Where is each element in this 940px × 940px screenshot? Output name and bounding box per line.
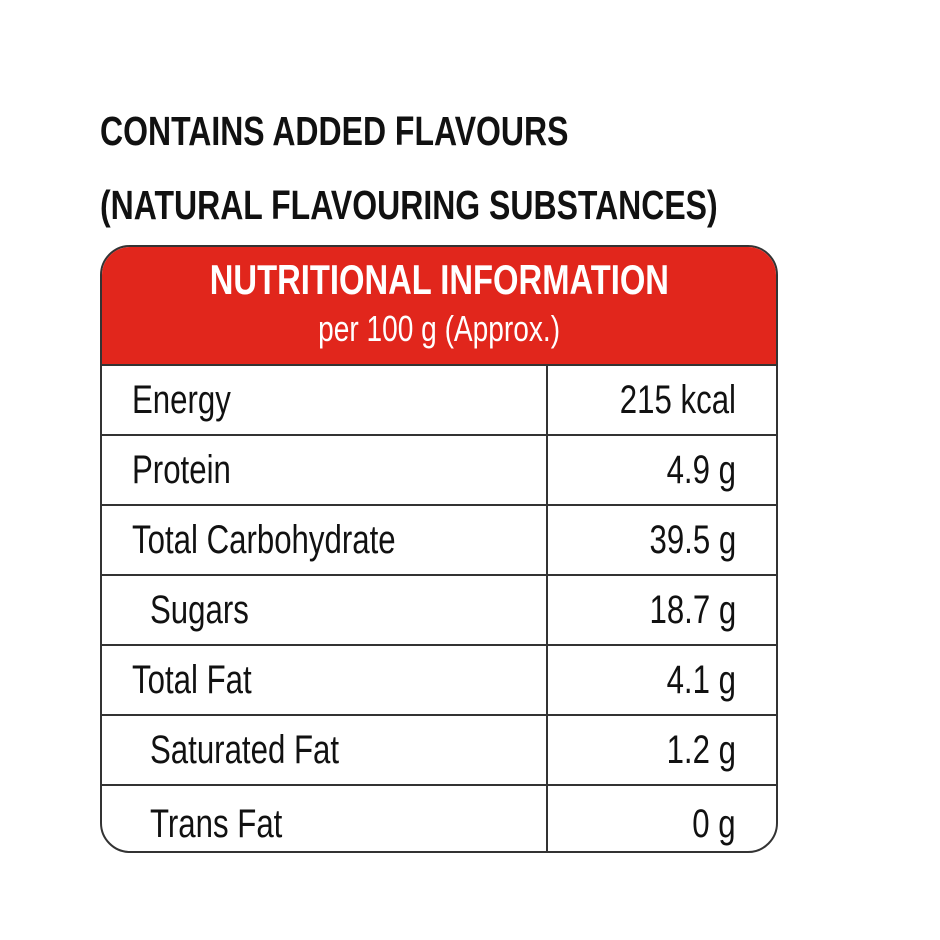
amount: 4.1 g (666, 657, 736, 702)
nutrient-name: Trans Fat (150, 801, 283, 846)
table-body: Energy 215 kcal Protein 4.9 g Total Carbohyd… (102, 364, 776, 851)
amount-cell: 39.5 g (548, 506, 776, 574)
note-text: CONTAINS ADDED FLAVOURS (100, 108, 569, 154)
header-title: NUTRITIONAL INFORMATION (102, 255, 776, 305)
nutrient-cell: Trans Fat (102, 786, 548, 851)
amount: 215 kcal (619, 377, 736, 422)
nutrient-name: Saturated Fat (150, 727, 340, 772)
table-row: Energy 215 kcal (102, 364, 776, 434)
nutrition-table: NUTRITIONAL INFORMATION per 100 g (Appro… (100, 245, 778, 853)
amount-cell: 0 g (548, 786, 776, 851)
note: CONTAINS ADDED FLAVOURS (100, 106, 701, 156)
amount-cell: 215 kcal (548, 366, 776, 434)
note-text: (NATURAL FLAVOURING SUBSTANCES) (100, 182, 718, 228)
nutrient-cell: Energy (102, 366, 548, 434)
table-row: Saturated Fat 1.2 g (102, 714, 776, 784)
subtitle-text: per 100 g (Approx.) (318, 308, 560, 349)
amount: 1.2 g (666, 727, 736, 772)
note: (NATURAL FLAVOURING SUBSTANCES) (100, 180, 892, 230)
nutrient-name: Total Fat (132, 657, 252, 702)
table-row: Total Carbohydrate 39.5 g (102, 504, 776, 574)
amount: 18.7 g (649, 587, 736, 632)
amount-cell: 18.7 g (548, 576, 776, 644)
nutrient-cell: Total Fat (102, 646, 548, 714)
header-subtitle: per 100 g (Approx.) (102, 307, 776, 351)
nutrient-cell: Protein (102, 436, 548, 504)
amount: 39.5 g (649, 517, 736, 562)
nutrient-name: Protein (132, 447, 231, 492)
nutrient-name: Sugars (150, 587, 249, 632)
amount: 4.9 g (666, 447, 736, 492)
table-row: Trans Fat 0 g (102, 784, 776, 851)
nutrient-cell: Saturated Fat (102, 716, 548, 784)
amount-cell: 4.1 g (548, 646, 776, 714)
table-row: Protein 4.9 g (102, 434, 776, 504)
amount: 0 g (692, 801, 736, 846)
amount-cell: 4.9 g (548, 436, 776, 504)
amount-cell: 1.2 g (548, 716, 776, 784)
table-row: Total Fat 4.1 g (102, 644, 776, 714)
table-header: NUTRITIONAL INFORMATION per 100 g (Appro… (102, 247, 776, 364)
nutrient-cell: Total Carbohydrate (102, 506, 548, 574)
nutrient-name: Total Carbohydrate (132, 517, 396, 562)
nutrient-name: Energy (132, 377, 231, 422)
title-text: NUTRITIONAL INFORMATION (209, 256, 669, 303)
table-row: Sugars 18.7 g (102, 574, 776, 644)
nutrient-cell: Sugars (102, 576, 548, 644)
